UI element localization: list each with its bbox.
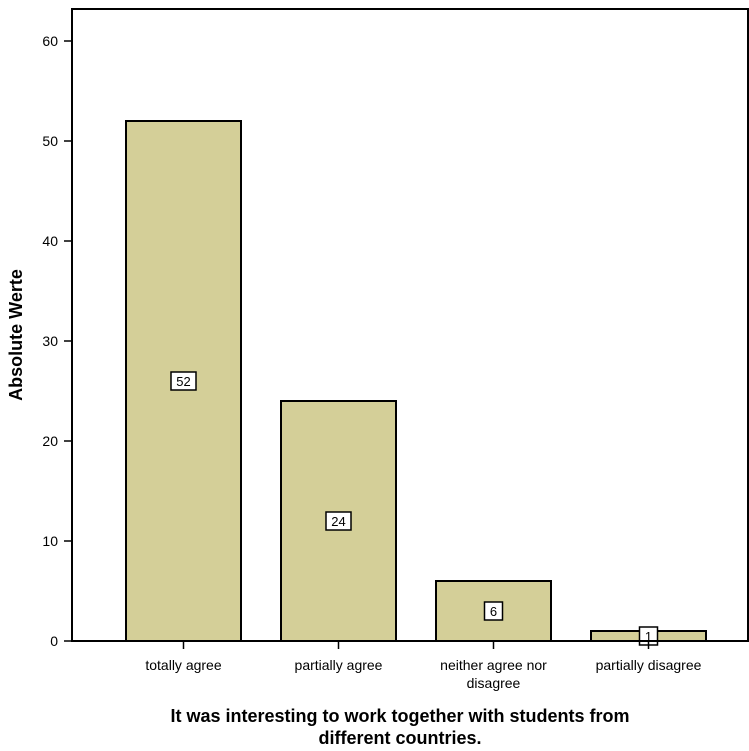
y-tick-label-4: 40 — [42, 233, 58, 249]
x-axis-title-line-1: different countries. — [318, 728, 481, 748]
bars-layer — [125, 120, 707, 642]
y-tick-label-1: 10 — [42, 533, 58, 549]
labels-layer: 52 24 6 1 — [170, 371, 659, 646]
plot-frame — [71, 8, 749, 642]
x-tick-label-1: partially agree — [295, 657, 383, 673]
x-tick-label-line-0-0: totally agree — [145, 657, 221, 673]
x-tick-label-line-1-0: partially agree — [295, 657, 383, 673]
y-tick-label-3: 30 — [42, 333, 58, 349]
x-tick-label-3: partially disagree — [596, 657, 702, 673]
y-tick-label-0: 0 — [50, 633, 58, 649]
x-tick-label-line-2-1: disagree — [467, 675, 521, 691]
data-label-box-0 — [170, 371, 197, 391]
data-label-box-1 — [325, 511, 352, 531]
x-tick-label-2: neither agree nor disagree — [440, 657, 547, 691]
ticks-layer: totally agree partially agree neither agre… — [42, 33, 701, 691]
x-axis-title: It was interesting to work together with… — [170, 706, 629, 748]
data-label-1: 24 — [331, 514, 345, 529]
x-axis-title-line-0: It was interesting to work together with… — [170, 706, 629, 726]
data-label-0: 52 — [176, 374, 190, 389]
x-tick-label-line-2-0: neither agree nor — [440, 657, 547, 673]
data-label-3: 1 — [645, 629, 652, 644]
y-tick-label-5: 50 — [42, 133, 58, 149]
axes-layer — [71, 8, 749, 642]
x-tick-label-0: totally agree — [145, 657, 221, 673]
data-label-2: 6 — [490, 604, 497, 619]
x-tick-label-line-3-0: partially disagree — [596, 657, 702, 673]
data-label-box-2 — [483, 601, 504, 621]
y-tick-label-2: 20 — [42, 433, 58, 449]
y-axis-title: Absolute Werte — [6, 269, 26, 401]
titles-layer: Absolute Werte It was interesting to work… — [6, 269, 630, 748]
y-tick-label-6: 60 — [42, 33, 58, 49]
